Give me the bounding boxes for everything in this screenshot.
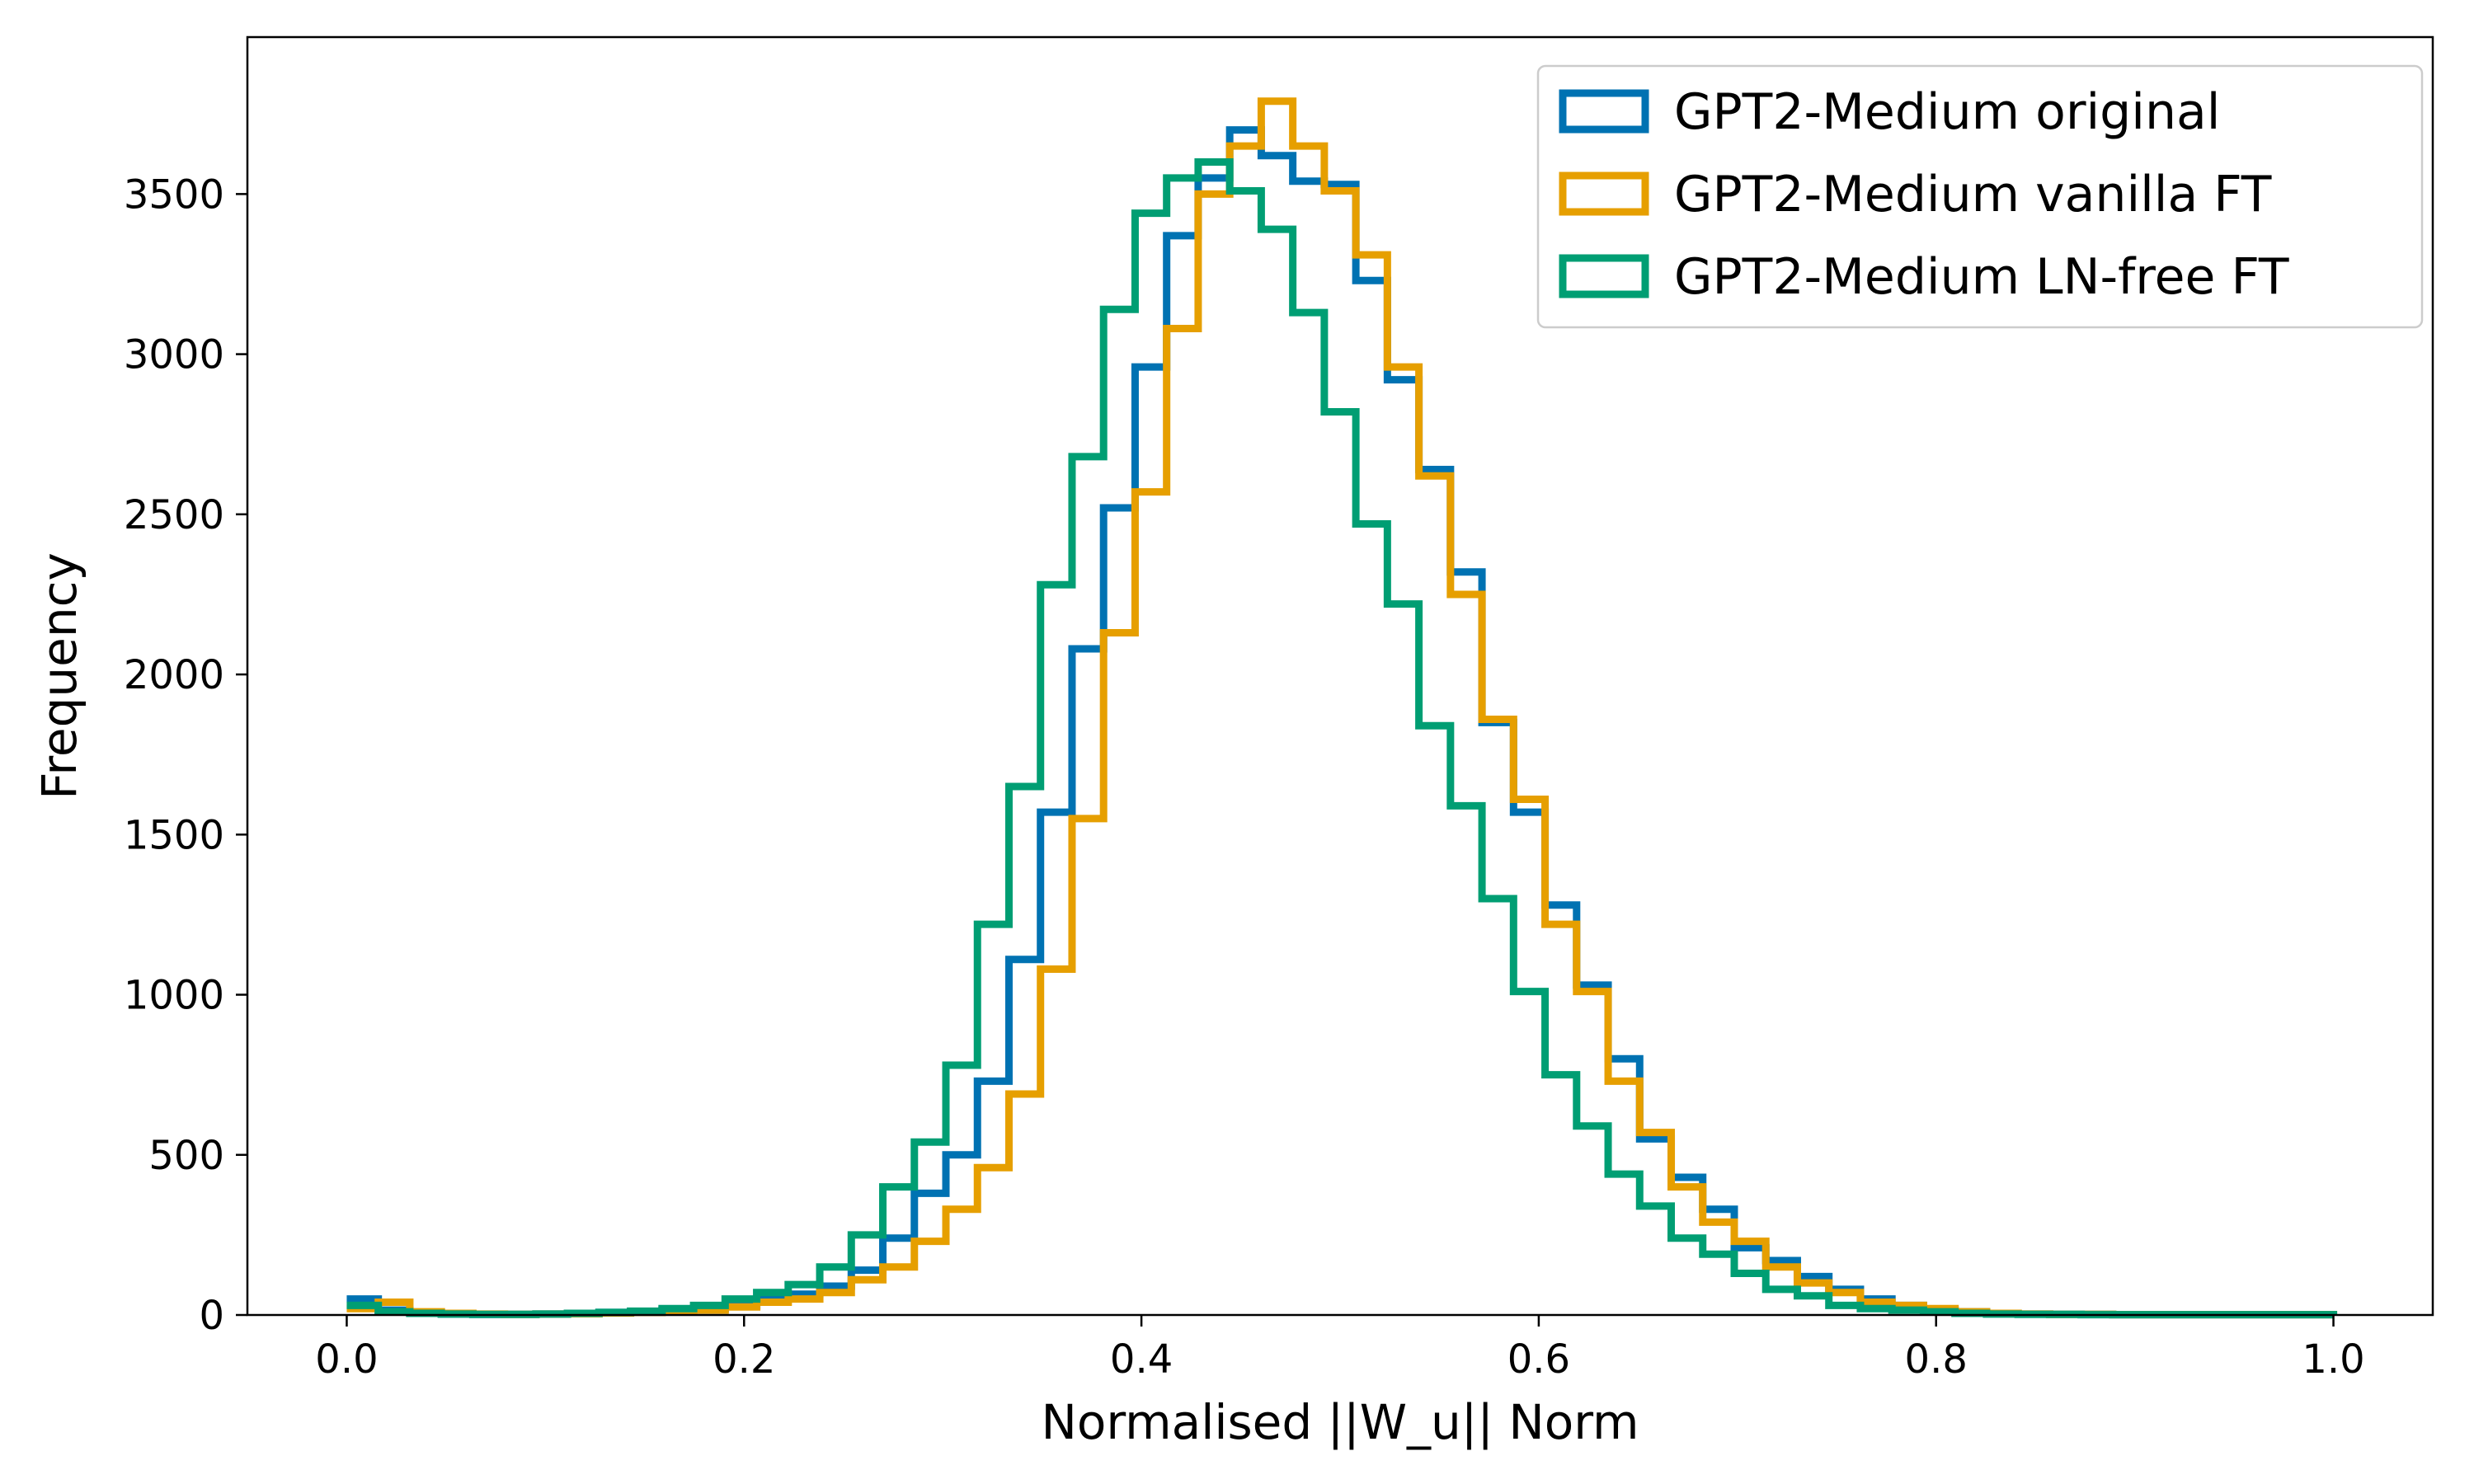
histogram-series-layer	[346, 97, 2338, 1319]
y-tick-label: 2500	[124, 492, 224, 538]
y-tick-label: 0	[199, 1293, 224, 1339]
series-step-3	[346, 158, 2338, 1319]
y-axis-ticks: 0 500 1000 1500 2000 2500 3000 3500	[124, 171, 247, 1339]
y-tick-label: 500	[148, 1133, 224, 1179]
y-tick-label: 1500	[124, 812, 224, 858]
legend-label: GPT2-Medium original	[1674, 83, 2220, 141]
x-tick-label: 1.0	[2302, 1336, 2364, 1383]
legend-label: GPT2-Medium LN-free FT	[1674, 248, 2289, 306]
legend-box	[1536, 64, 2424, 329]
x-tick-label: 0.6	[1507, 1336, 1570, 1383]
legend-swatch	[1559, 171, 1649, 216]
x-tick-label: 0.2	[713, 1336, 775, 1383]
x-axis-ticks: 0.0 0.2 0.4 0.6 0.8 1.0	[315, 1315, 2365, 1383]
legend-label: GPT2-Medium vanilla FT	[1674, 166, 2272, 223]
x-tick-label: 0.4	[1110, 1336, 1173, 1383]
legend-swatch	[1559, 89, 1649, 134]
legend: GPT2-Medium original GPT2-Medium vanilla …	[1536, 64, 2424, 329]
x-tick-label: 0.0	[315, 1336, 378, 1383]
y-tick-label: 3500	[124, 171, 224, 218]
y-tick-label: 1000	[124, 973, 224, 1019]
x-axis-title: Normalised ||W_u|| Norm	[1041, 1394, 1639, 1450]
y-tick-label: 2000	[124, 652, 224, 698]
y-tick-label: 3000	[124, 332, 224, 378]
legend-swatch	[1559, 254, 1649, 298]
x-tick-label: 0.8	[1905, 1336, 1968, 1383]
y-axis-title: Frequency	[31, 552, 87, 800]
plot-frame	[246, 35, 2434, 1317]
